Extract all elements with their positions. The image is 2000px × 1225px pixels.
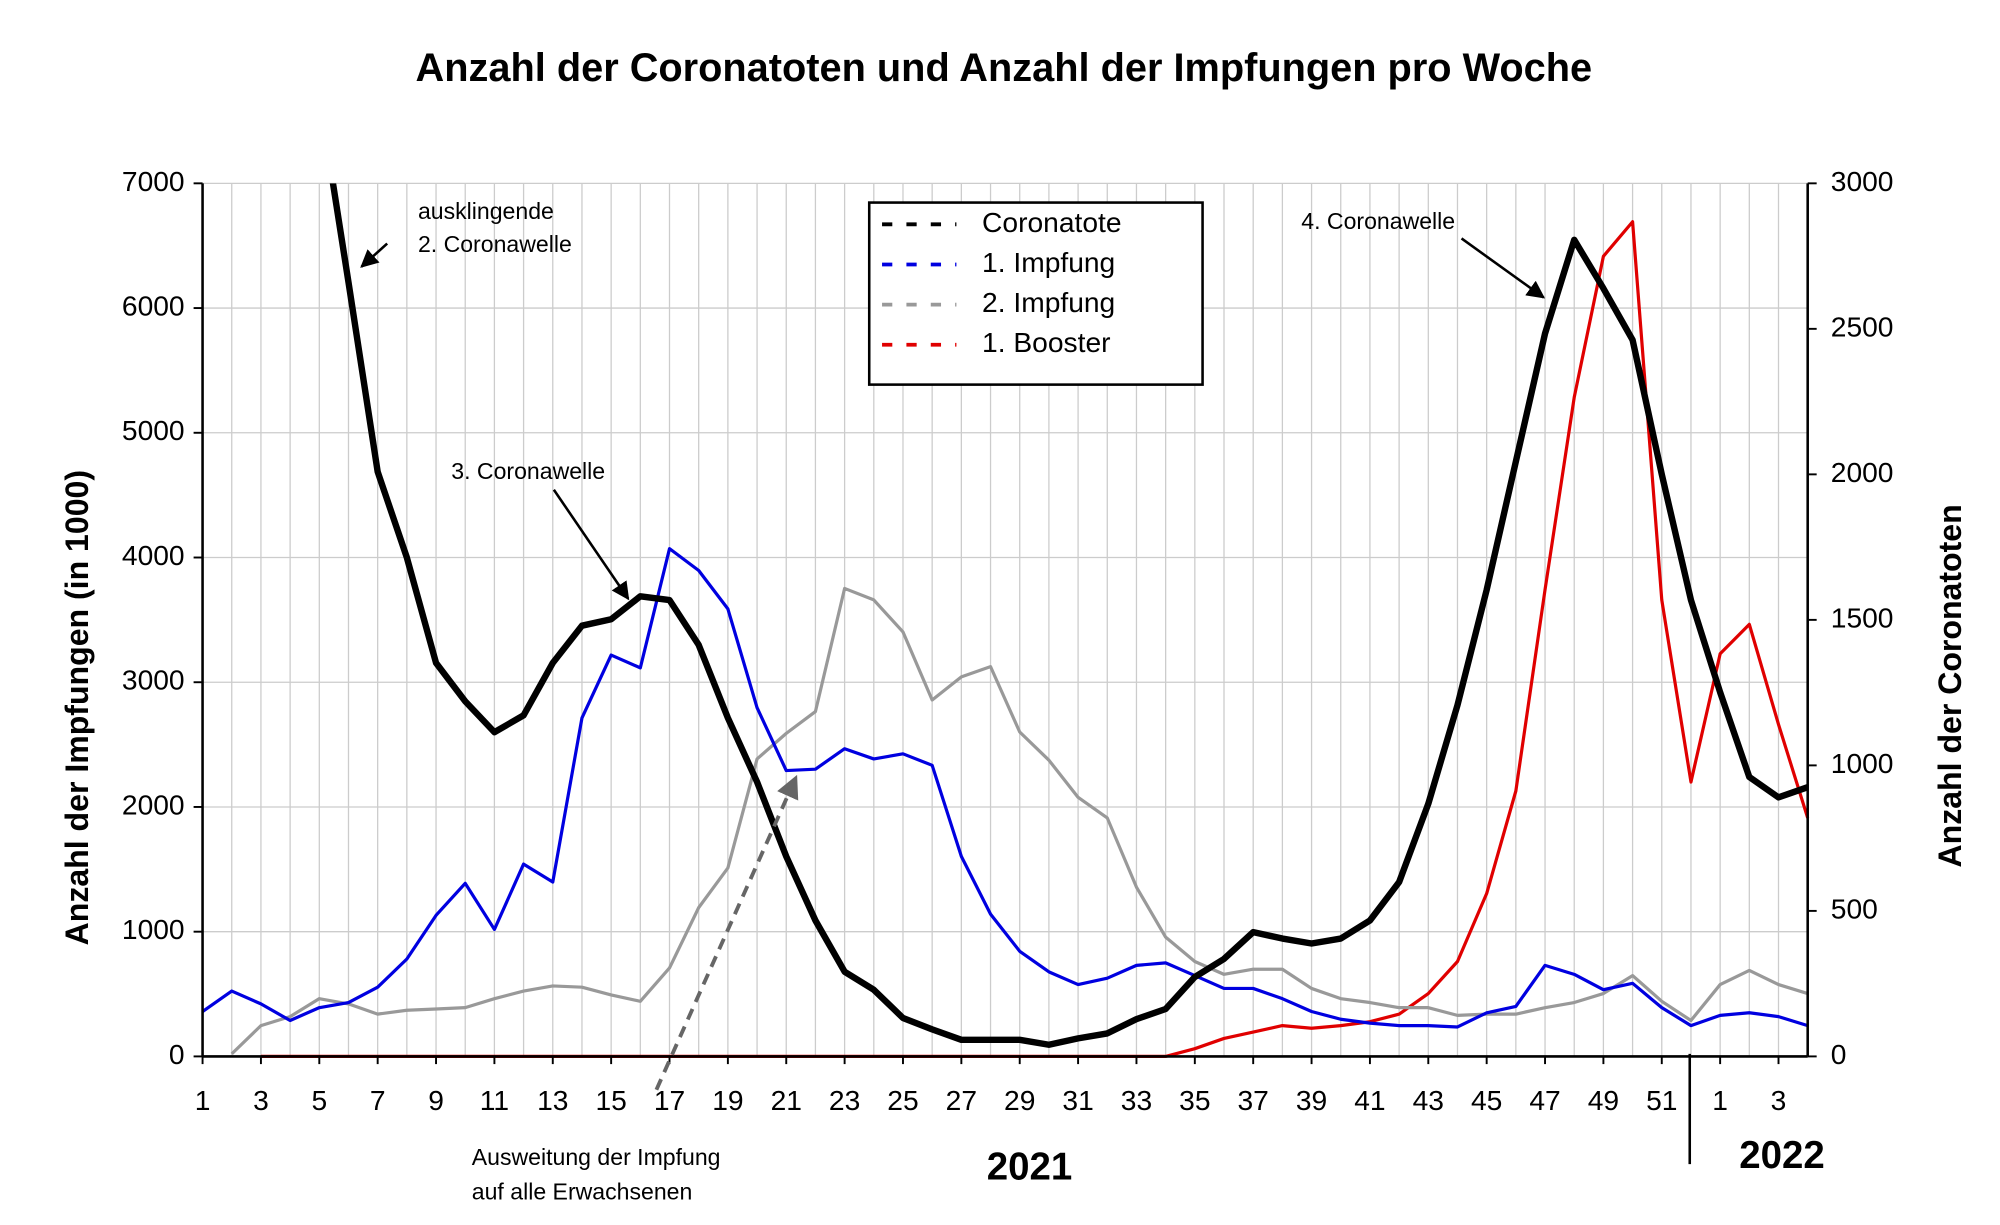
y2-tick-label: 3000 [1831,165,1894,197]
x-tick-label: 39 [1296,1084,1327,1116]
y-tick-label: 3000 [122,664,185,696]
x-tick-label: 1 [1712,1084,1728,1116]
year-label: 2022 [1739,1134,1825,1177]
x-tick-label: 47 [1529,1084,1560,1116]
y2-axis-label: Anzahl der Coronatoten [1932,504,1968,867]
annotation: 3. Coronawelle [451,458,605,484]
x-tick-label: 7 [370,1084,386,1116]
x-tick-label: 21 [771,1084,802,1116]
y2-tick-label: 2000 [1831,456,1894,488]
chart-title: Anzahl der Coronatoten und Anzahl der Im… [416,46,1593,90]
x-tick-label: 27 [946,1084,977,1116]
y-tick-label: 2000 [122,788,185,820]
x-tick-label: 3 [1771,1084,1787,1116]
series-line [230,586,1809,1056]
legend-label: Coronatote [982,206,1121,238]
x-tick-label: 5 [311,1084,327,1116]
x-tick-label: 19 [712,1084,743,1116]
x-tick-label: 43 [1413,1084,1444,1116]
x-tick-label: 25 [887,1084,918,1116]
y2-tick-label: 1500 [1831,601,1894,633]
y-tick-label: 7000 [122,165,185,197]
x-tick-label: 49 [1588,1084,1619,1116]
series-line [201,547,1809,1029]
annotation: Ausweitung der Impfung [472,1144,721,1170]
x-tick-label: 35 [1179,1084,1210,1116]
annotation: ausklingende [418,198,554,224]
x-tick-label: 23 [829,1084,860,1116]
x-tick-label: 45 [1471,1084,1502,1116]
annotation-arrow [654,774,799,1091]
y2-tick-label: 1000 [1831,747,1894,779]
legend: Coronatote 1. Impfung 2. Impfung 1. Booster [867,201,1204,386]
x-tick-label: 51 [1646,1084,1677,1116]
y-tick-label: 5000 [122,414,185,446]
x-tick-label: 29 [1004,1084,1035,1116]
grid [201,182,1809,1058]
legend-label: 2. Impfung [982,286,1115,318]
x-tick-label: 15 [595,1084,626,1116]
x-tick-label: 41 [1354,1084,1385,1116]
x-tick-label: 37 [1238,1084,1269,1116]
annotation: 4. Coronawelle [1301,208,1455,234]
y-tick-label: 4000 [122,539,185,571]
series-line [329,183,1809,1048]
y2-tick-label: 2500 [1831,310,1894,342]
x-tick-label: 1 [195,1084,211,1116]
x-tick-label: 3 [253,1084,269,1116]
x-tick-label: 17 [654,1084,685,1116]
y2-tick-label: 0 [1831,1038,1847,1070]
x-tick-label: 33 [1121,1084,1152,1116]
y2-tick-label: 500 [1831,892,1878,924]
y-tick-label: 0 [169,1038,185,1070]
x-tick-label: 9 [428,1084,444,1116]
annotation-arrow [360,242,389,268]
y-tick-label: 6000 [122,290,185,322]
legend-box [867,201,1204,386]
annotation-arrow [1460,237,1546,299]
legend-label: 1. Impfung [982,246,1115,278]
y-axis-label: Anzahl der Impfungen (in 1000) [59,470,95,945]
x-tick-label: 31 [1062,1084,1093,1116]
legend-label: 1. Booster [982,326,1110,358]
x-tick-label: 11 [480,1084,509,1116]
annotation: 2. Coronawelle [418,231,572,257]
annotation: auf alle Erwachsenen [472,1179,693,1205]
y-tick-label: 1000 [122,913,185,945]
axes: 1 3 5 7 9 11 13 15 17 19 21 23 25 27 29 31 33 35 37 39 41 43 4… [122,165,1894,1116]
year-label: 2021 [987,1145,1073,1188]
x-tick-label: 13 [537,1084,568,1116]
annotation-arrow [552,489,630,601]
